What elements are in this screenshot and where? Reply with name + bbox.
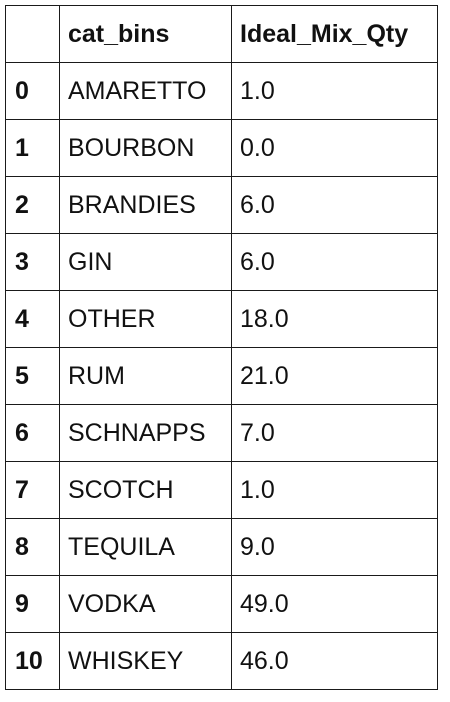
- ideal-mix-qty-cell: 1.0: [231, 62, 438, 120]
- table-row: 6 SCHNAPPS 7.0: [5, 404, 438, 462]
- row-index: 6: [5, 404, 60, 462]
- ideal-mix-qty-cell: 6.0: [231, 176, 438, 234]
- table-row: 4 OTHER 18.0: [5, 290, 438, 348]
- cat-bins-cell: OTHER: [59, 290, 232, 348]
- table-row: 2 BRANDIES 6.0: [5, 176, 438, 234]
- row-index: 9: [5, 575, 60, 633]
- row-index: 10: [5, 632, 60, 690]
- ideal-mix-qty-cell: 7.0: [231, 404, 438, 462]
- index-header: [5, 5, 60, 63]
- cat-bins-cell: RUM: [59, 347, 232, 405]
- table-row: 9 VODKA 49.0: [5, 575, 438, 633]
- table-row: 10 WHISKEY 46.0: [5, 632, 438, 690]
- cat-bins-cell: WHISKEY: [59, 632, 232, 690]
- ideal-mix-qty-cell: 46.0: [231, 632, 438, 690]
- ideal-mix-qty-cell: 9.0: [231, 518, 438, 576]
- ideal-mix-qty-cell: 1.0: [231, 461, 438, 519]
- table-row: 5 RUM 21.0: [5, 347, 438, 405]
- cat-bins-cell: VODKA: [59, 575, 232, 633]
- row-index: 7: [5, 461, 60, 519]
- ideal-mix-qty-cell: 0.0: [231, 119, 438, 177]
- table-row: 3 GIN 6.0: [5, 233, 438, 291]
- cat-bins-cell: SCOTCH: [59, 461, 232, 519]
- table-header: cat_bins Ideal_Mix_Qty: [5, 5, 438, 63]
- cat-bins-cell: BRANDIES: [59, 176, 232, 234]
- ideal-mix-qty-header: Ideal_Mix_Qty: [231, 5, 438, 63]
- cat-bins-header: cat_bins: [59, 5, 232, 63]
- cat-bins-cell: BOURBON: [59, 119, 232, 177]
- row-index: 4: [5, 290, 60, 348]
- ideal-mix-qty-cell: 6.0: [231, 233, 438, 291]
- table-row: 7 SCOTCH 1.0: [5, 461, 438, 519]
- dataframe-table: cat_bins Ideal_Mix_Qty 0 AMARETTO 1.0 1 …: [5, 5, 438, 690]
- ideal-mix-qty-cell: 18.0: [231, 290, 438, 348]
- cat-bins-cell: AMARETTO: [59, 62, 232, 120]
- row-index: 5: [5, 347, 60, 405]
- row-index: 1: [5, 119, 60, 177]
- row-index: 3: [5, 233, 60, 291]
- row-index: 8: [5, 518, 60, 576]
- row-index: 0: [5, 62, 60, 120]
- cat-bins-cell: TEQUILA: [59, 518, 232, 576]
- table-row: 0 AMARETTO 1.0: [5, 62, 438, 120]
- table-row: 8 TEQUILA 9.0: [5, 518, 438, 576]
- header-row: cat_bins Ideal_Mix_Qty: [5, 5, 438, 63]
- table-row: 1 BOURBON 0.0: [5, 119, 438, 177]
- table-body: 0 AMARETTO 1.0 1 BOURBON 0.0 2 BRANDIES …: [5, 62, 438, 690]
- row-index: 2: [5, 176, 60, 234]
- cat-bins-cell: SCHNAPPS: [59, 404, 232, 462]
- ideal-mix-qty-cell: 21.0: [231, 347, 438, 405]
- ideal-mix-qty-cell: 49.0: [231, 575, 438, 633]
- cat-bins-cell: GIN: [59, 233, 232, 291]
